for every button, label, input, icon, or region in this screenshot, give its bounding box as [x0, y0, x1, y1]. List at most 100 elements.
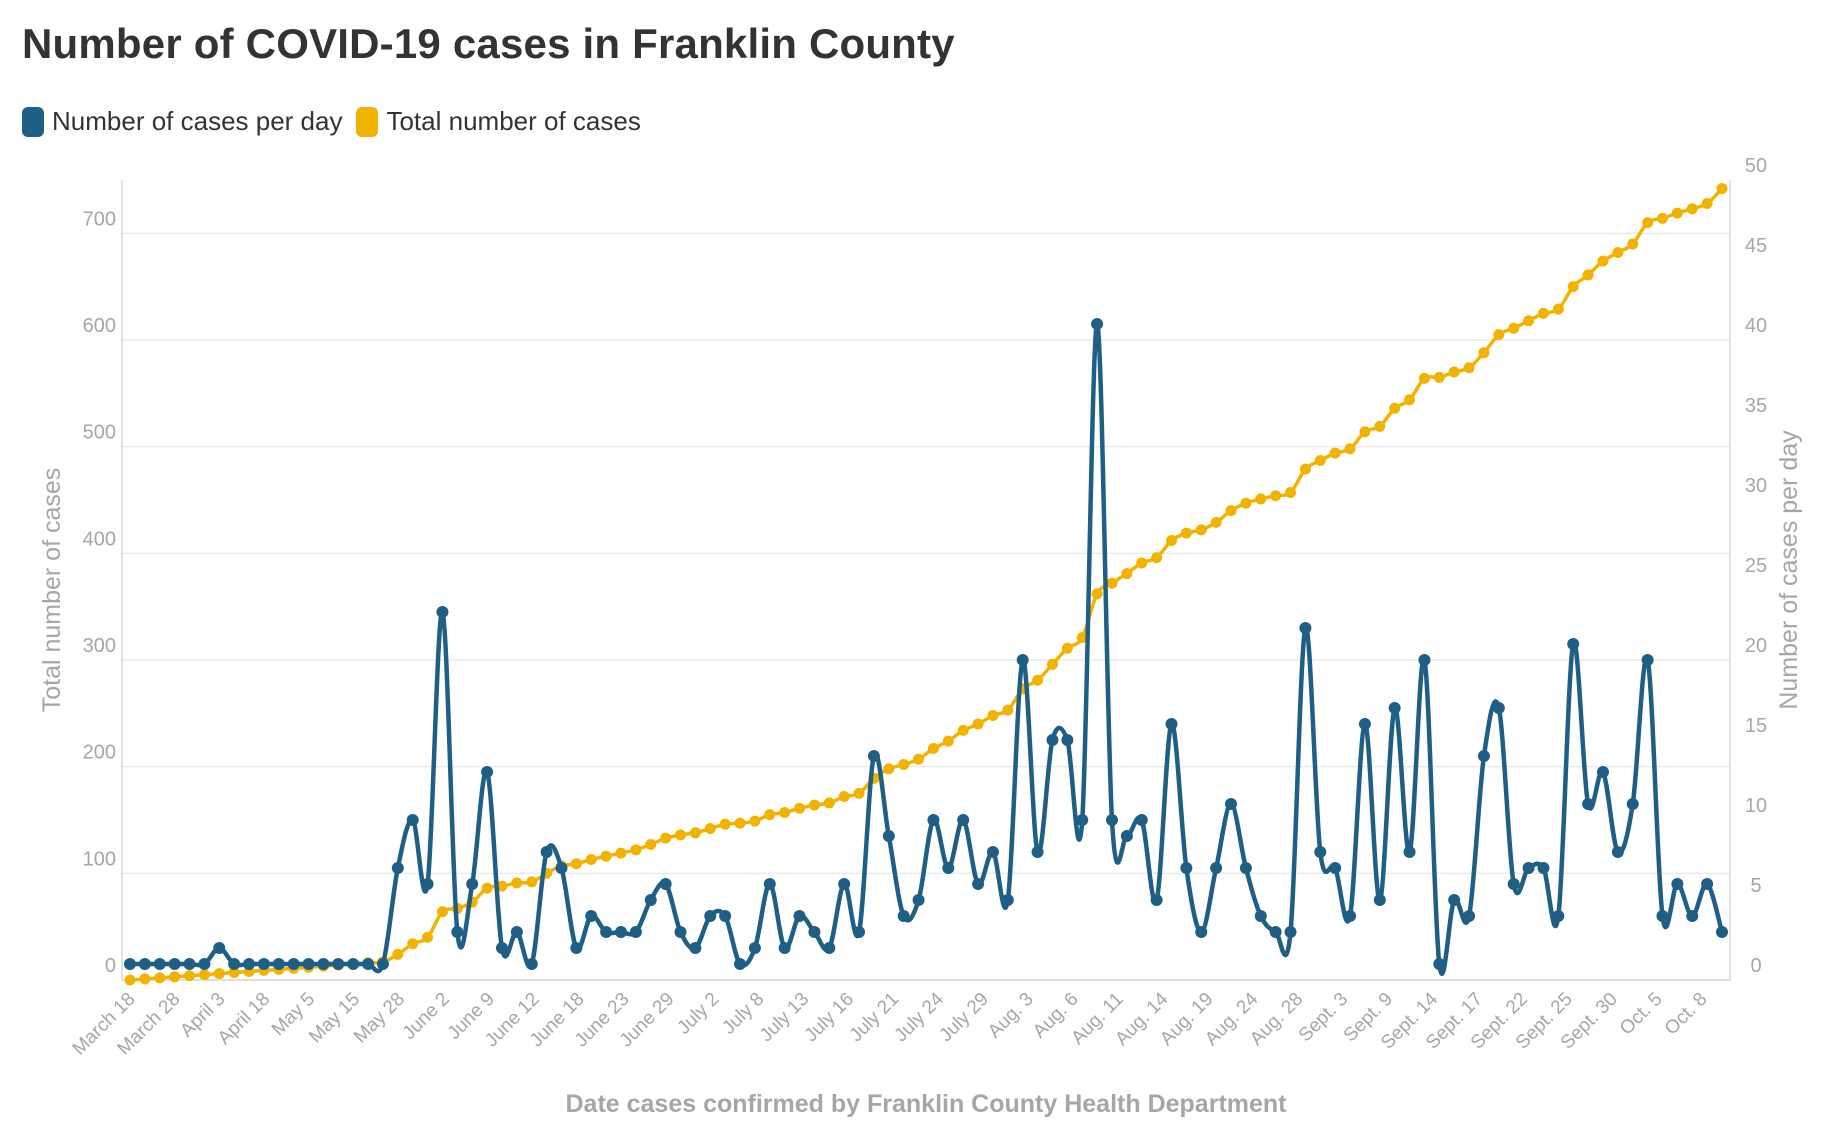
data-point-daily — [1105, 814, 1118, 826]
data-point-daily — [1433, 958, 1446, 970]
data-point-daily — [1031, 846, 1044, 858]
data-point-daily — [510, 926, 523, 938]
legend-item-total[interactable]: Total number of cases — [356, 106, 641, 137]
data-point-daily — [495, 942, 508, 954]
data-point-daily — [1076, 814, 1089, 826]
data-point-daily — [451, 926, 464, 938]
legend-swatch-total — [356, 106, 379, 137]
data-point-daily — [585, 910, 598, 922]
data-point-total — [570, 858, 582, 870]
data-point-total — [719, 818, 731, 830]
y-right-axis-title: Number of cases per day — [1775, 430, 1803, 710]
data-point-daily — [719, 910, 732, 922]
data-point-daily — [1091, 318, 1104, 330]
data-point-daily — [1373, 894, 1386, 906]
data-point-daily — [391, 862, 404, 874]
data-point-total — [154, 972, 166, 984]
data-point-daily — [1284, 926, 1297, 938]
data-point-total — [407, 938, 419, 950]
data-point-daily — [1567, 638, 1580, 650]
data-point-total — [1002, 704, 1014, 716]
data-point-total — [392, 948, 404, 960]
data-point-total — [1701, 197, 1713, 209]
data-point-daily — [1656, 910, 1669, 922]
data-point-daily — [867, 750, 880, 762]
data-point-daily — [912, 894, 925, 906]
data-point-total — [1493, 329, 1505, 341]
y-right-tick-label: 30 — [1745, 475, 1767, 497]
data-point-total — [585, 853, 597, 865]
data-point-daily — [406, 814, 419, 826]
data-point-total — [630, 844, 642, 856]
data-point-daily — [1686, 910, 1699, 922]
legend-swatch-daily — [22, 106, 44, 137]
data-point-total — [1656, 212, 1668, 224]
data-point-daily — [1329, 862, 1342, 874]
data-point-total — [1314, 455, 1326, 467]
data-point-total — [124, 974, 136, 986]
data-point-total — [927, 743, 939, 755]
x-tick-label: July 2 — [673, 989, 723, 1039]
legend-item-daily[interactable]: Number of cases per day — [22, 106, 342, 137]
data-point-daily — [734, 958, 747, 970]
data-point-total — [779, 807, 791, 819]
data-point-daily — [1448, 894, 1461, 906]
data-point-total — [704, 823, 716, 835]
x-tick-label: Sept. 3 — [1295, 989, 1352, 1046]
data-point-total — [1151, 552, 1163, 564]
data-point-total — [1225, 505, 1237, 517]
data-point-total — [689, 827, 701, 839]
data-point-daily — [287, 958, 300, 970]
data-point-daily — [1596, 766, 1609, 778]
data-point-daily — [838, 878, 851, 890]
data-point-total — [838, 791, 850, 803]
data-point-daily — [1314, 846, 1327, 858]
legend-label-daily: Number of cases per day — [52, 106, 343, 136]
data-point-total — [808, 799, 820, 811]
data-point-total — [1076, 632, 1088, 644]
data-point-daily — [436, 606, 449, 618]
x-tick-label: July 21 — [846, 989, 903, 1046]
y-left-tick-label: 500 — [83, 422, 116, 444]
data-point-daily — [272, 958, 285, 970]
data-point-total — [1508, 322, 1520, 334]
data-point-total — [1597, 255, 1609, 267]
data-point-daily — [540, 846, 553, 858]
data-point-total — [913, 753, 925, 765]
data-point-total — [1329, 447, 1341, 459]
data-point-total — [526, 876, 538, 888]
data-point-daily — [1061, 734, 1074, 746]
data-point-daily — [1016, 654, 1029, 666]
data-point-daily — [302, 958, 315, 970]
data-point-daily — [198, 958, 211, 970]
y-right-tick-label: 35 — [1745, 395, 1767, 417]
data-point-total — [764, 809, 776, 821]
data-point-total — [1523, 315, 1535, 327]
y-left-tick-label: 600 — [83, 315, 116, 337]
x-tick-label: Aug. 3 — [984, 989, 1038, 1043]
data-point-total — [436, 906, 448, 918]
data-point-daily — [1403, 846, 1416, 858]
x-axis-title: Date cases confirmed by Franklin County … — [565, 1090, 1287, 1118]
data-point-daily — [1269, 926, 1282, 938]
y-right-tick-label: 15 — [1745, 715, 1767, 737]
data-point-total — [1091, 588, 1103, 600]
data-point-daily — [882, 830, 895, 842]
data-point-daily — [1239, 862, 1252, 874]
data-point-total — [1433, 371, 1445, 383]
data-point-total — [1478, 347, 1490, 359]
data-point-total — [1642, 217, 1654, 229]
data-point-total — [1374, 420, 1386, 432]
data-point-daily — [1210, 862, 1223, 874]
data-point-daily — [748, 942, 761, 954]
y-right-tick-label: 40 — [1745, 315, 1767, 337]
data-point-total — [496, 880, 508, 892]
y-right-tick-label: 0 — [1750, 955, 1761, 977]
data-point-daily — [1120, 830, 1133, 842]
data-point-daily — [808, 926, 821, 938]
data-point-total — [1448, 366, 1460, 378]
data-point-daily — [1195, 926, 1208, 938]
data-point-total — [1299, 463, 1311, 475]
data-point-total — [734, 817, 746, 829]
data-point-total — [1165, 535, 1177, 547]
